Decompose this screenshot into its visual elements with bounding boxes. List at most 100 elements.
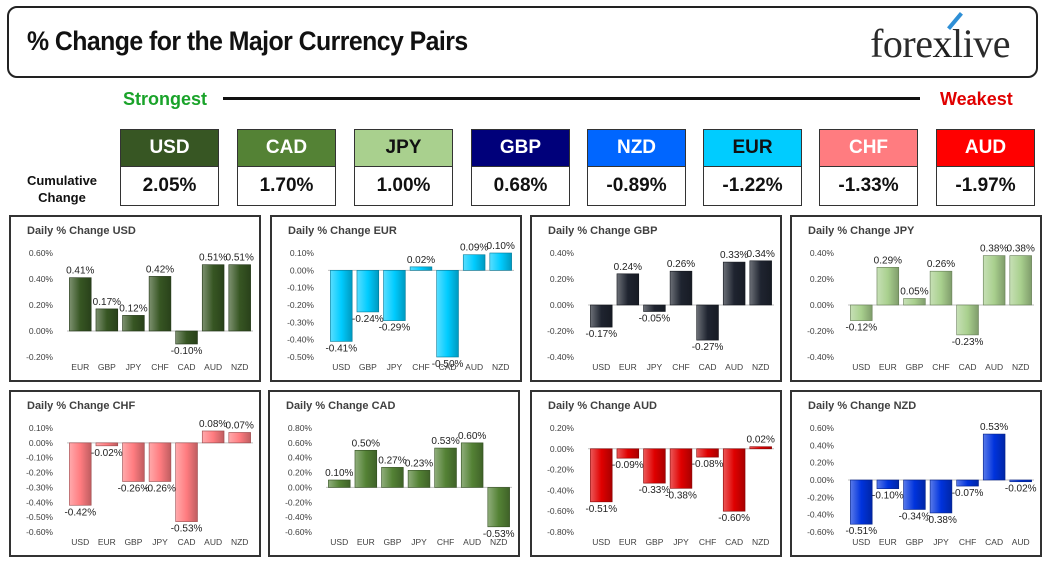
- y-tick-label: -0.20%: [547, 326, 574, 336]
- data-label: 0.02%: [747, 435, 775, 446]
- data-label: -0.50%: [432, 359, 464, 370]
- x-tick-label: JPY: [647, 362, 663, 372]
- x-tick-label: NZD: [492, 362, 509, 372]
- data-label: 0.33%: [720, 250, 748, 261]
- y-tick-label: 0.40%: [29, 274, 54, 284]
- x-tick-label: EUR: [98, 537, 116, 547]
- bar-gbp: [122, 442, 145, 482]
- bar-chf: [956, 479, 979, 487]
- y-tick-label: -0.40%: [287, 335, 314, 345]
- data-label: 0.12%: [119, 303, 147, 314]
- x-tick-label: EUR: [357, 537, 375, 547]
- currency-code: NZD: [588, 130, 685, 167]
- weakest-label: Weakest: [940, 89, 1013, 109]
- y-tick-label: -0.80%: [547, 527, 574, 537]
- y-tick-label: 0.00%: [550, 444, 575, 454]
- y-tick-label: -0.40%: [807, 510, 834, 520]
- currency-code: CHF: [820, 130, 917, 167]
- x-tick-label: AUD: [463, 537, 481, 547]
- bar-eur: [69, 277, 92, 332]
- y-tick-label: -0.60%: [26, 527, 53, 537]
- data-label: -0.24%: [352, 314, 384, 325]
- data-label: 0.23%: [405, 458, 433, 469]
- bar-chf: [696, 448, 719, 458]
- currency-box-jpy: JPY 1.00%: [354, 129, 453, 206]
- y-tick-label: 0.20%: [810, 274, 835, 284]
- y-tick-label: 0.40%: [810, 440, 835, 450]
- bar-chf: [148, 276, 172, 332]
- x-tick-label: JPY: [387, 362, 403, 372]
- data-label: 0.24%: [614, 262, 642, 273]
- x-tick-label: AUD: [1012, 537, 1030, 547]
- x-tick-label: EUR: [619, 537, 637, 547]
- currency-code: EUR: [704, 130, 801, 167]
- data-label: -0.09%: [612, 460, 644, 471]
- x-tick-label: CAD: [959, 362, 977, 372]
- bar-eur: [354, 449, 378, 488]
- x-tick-label: AUD: [204, 537, 222, 547]
- x-tick-label: CHF: [151, 362, 168, 372]
- data-label: -0.02%: [1005, 484, 1037, 495]
- currency-box-nzd: NZD -0.89%: [587, 129, 686, 206]
- bar-jpy: [122, 315, 145, 332]
- bar-chf: [409, 266, 433, 271]
- y-tick-label: -0.20%: [287, 300, 314, 310]
- data-label: -0.41%: [325, 343, 357, 354]
- daily-change-panel-gbp: Daily % Change GBP -0.40% -0.20% 0.00% 0.20%…: [530, 215, 782, 382]
- x-tick-label: USD: [592, 362, 610, 372]
- y-tick-label: 0.20%: [288, 468, 313, 478]
- data-label: -0.17%: [585, 329, 617, 340]
- chart-title: Daily % Change JPY: [808, 225, 915, 237]
- data-label: -0.10%: [171, 346, 203, 357]
- x-tick-label: GBP: [124, 537, 142, 547]
- data-label: 0.50%: [352, 438, 380, 449]
- x-tick-label: NZD: [231, 537, 248, 547]
- x-tick-label: EUR: [879, 362, 897, 372]
- y-tick-label: 0.80%: [288, 423, 313, 433]
- x-tick-label: CAD: [699, 362, 717, 372]
- chart-title: Daily % Change NZD: [808, 400, 916, 412]
- bar-eur: [95, 442, 119, 447]
- x-tick-label: AUD: [204, 362, 222, 372]
- x-tick-label: NZD: [752, 362, 769, 372]
- strongest-label: Strongest: [123, 89, 208, 109]
- bar-usd: [850, 304, 873, 321]
- currency-box-chf: CHF -1.33%: [819, 129, 918, 206]
- x-tick-label: NZD: [231, 362, 248, 372]
- bar-aud: [722, 261, 746, 306]
- bar-usd: [328, 479, 351, 488]
- x-tick-label: CAD: [725, 537, 743, 547]
- x-tick-label: JPY: [152, 537, 168, 547]
- x-tick-label: GBP: [359, 362, 377, 372]
- data-label: 0.29%: [874, 255, 902, 266]
- y-tick-label: 0.00%: [810, 300, 835, 310]
- currency-cumulative-value: 1.70%: [259, 175, 314, 196]
- daily-change-chart: Daily % Change NZD -0.60% -0.40% -0.20% 0.00…: [807, 400, 1037, 547]
- bar-usd: [850, 479, 873, 525]
- bar-cad: [175, 330, 198, 345]
- page-title: % Change for the Major Currency Pairs: [27, 26, 468, 56]
- data-label: -0.29%: [379, 323, 411, 334]
- data-label: -0.26%: [118, 483, 150, 494]
- daily-change-chart: Daily % Change JPY -0.40% -0.20% 0.00% 0.20%…: [807, 225, 1035, 372]
- daily-change-panel-aud: Daily % Change AUD -0.80% -0.60% -0.40% -0.2…: [530, 390, 782, 557]
- currency-code: JPY: [355, 130, 452, 167]
- cumulative-change-label: Cumulative Change: [22, 172, 102, 206]
- currency-code: USD: [121, 130, 218, 167]
- x-tick-label: CAD: [439, 362, 457, 372]
- bar-cad: [722, 448, 746, 512]
- bar-aud: [201, 264, 225, 332]
- bar-cad: [982, 433, 1006, 481]
- data-label: -0.02%: [91, 448, 123, 459]
- y-tick-label: 0.20%: [550, 423, 575, 433]
- data-label: -0.07%: [952, 488, 984, 499]
- y-tick-label: -0.40%: [26, 497, 53, 507]
- y-tick-label: -0.60%: [285, 527, 312, 537]
- data-label: 0.05%: [900, 287, 928, 298]
- bar-eur: [616, 273, 640, 306]
- currency-cumulative-value: 1.00%: [376, 175, 431, 196]
- x-tick-label: GBP: [905, 362, 923, 372]
- y-tick-label: 0.40%: [288, 453, 313, 463]
- y-tick-label: -0.10%: [287, 283, 314, 293]
- x-tick-label: CHF: [412, 362, 429, 372]
